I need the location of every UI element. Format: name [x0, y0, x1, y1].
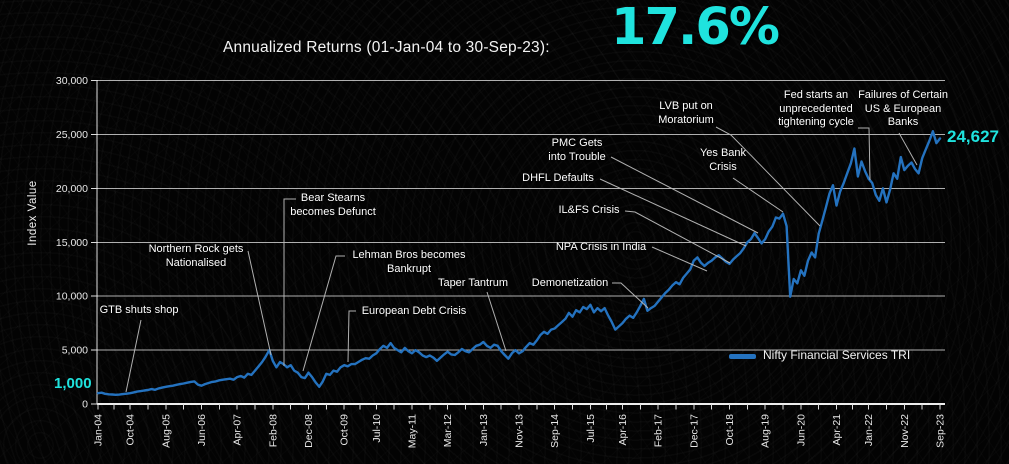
y-tick-label: 20,000: [56, 183, 88, 195]
annotation-leader-gtb: [125, 319, 142, 393]
annotation-leader-fed-tightening: [858, 127, 871, 181]
annotation-gtb: GTB shuts shop: [99, 304, 179, 316]
annotation-pmc-trouble: PMC Gets into Trouble: [548, 137, 606, 163]
x-tick-label: Feb-17: [653, 414, 665, 447]
annotation-leader-lehman: [302, 255, 345, 372]
annotation-leader-lvb-moratorium: [715, 126, 821, 227]
series-line-nifty-financial-services-tri: [96, 130, 942, 396]
annotation-leader-pmc-trouble: [610, 156, 759, 234]
annotation-leader-euro-debt: [347, 310, 356, 363]
x-tick-label: Mar-12: [442, 414, 454, 447]
annotation-leader-bear-stearns: [283, 198, 296, 366]
legend: Nifty Financial Services TRI: [729, 348, 910, 362]
legend-line-swatch: [729, 353, 756, 359]
annotation-northern-rock: Northern Rock gets Nationalised: [148, 243, 244, 269]
x-tick-label: Feb-08: [267, 414, 279, 447]
x-tick-label: Sep-14: [549, 414, 561, 448]
annotation-bear-stearns: Bear Stearns becomes Defunct: [290, 192, 376, 218]
x-tick-label: Nov-22: [899, 414, 911, 448]
annotation-leader-bank-failures: [898, 132, 918, 166]
annotation-leader-dhfl-defaults: [599, 178, 747, 247]
x-tick-label: Nov-13: [514, 414, 526, 448]
y-tick-label: 15,000: [56, 237, 88, 249]
annotation-fed-tightening: Fed starts an unprecedented tightening c…: [778, 89, 854, 128]
series-start-value: 1,000: [54, 375, 92, 392]
x-tick-label: May-11: [406, 414, 418, 448]
annotation-leader-demonetization: [612, 282, 649, 309]
x-tick-label: Dec-08: [303, 414, 315, 448]
annotation-leader-taper-tantrum: [486, 291, 507, 352]
x-tick-label: Jul-10: [371, 414, 383, 443]
y-tick-label: 25,000: [56, 129, 88, 141]
x-tick-label: Oct-09: [339, 414, 351, 446]
annotation-bank-failures: Failures of Certain US & European Banks: [858, 89, 948, 128]
y-tick-label: 30,000: [56, 75, 88, 87]
legend-label: Nifty Financial Services TRI: [763, 348, 911, 362]
x-tick-label: Jan-13: [478, 414, 490, 446]
annotation-ilfs-crisis: IL&FS Crisis: [558, 204, 620, 216]
x-tick-label: Jul-15: [585, 414, 597, 443]
annotation-leader-yes-bank: [732, 177, 784, 213]
chart-title: Annualized Returns (01-Jan-04 to 30-Sep-…: [223, 39, 550, 56]
annotation-npa-crisis: NPA Crisis in India: [555, 241, 647, 253]
y-tick-label: 0: [82, 399, 88, 411]
x-tick-label: Aug-05: [160, 414, 172, 448]
x-tick-label: Dec-17: [688, 414, 700, 448]
series-end-value: 24,627: [947, 127, 999, 146]
annotation-lvb-moratorium: LVB put on Moratorium: [658, 100, 714, 126]
y-tick-label: 5,000: [62, 345, 88, 357]
annotation-yes-bank: Yes Bank Crisis: [699, 147, 747, 173]
x-tick-label: Apr-21: [831, 414, 843, 446]
x-tick-label: Jun-06: [196, 414, 208, 446]
annotation-leader-ilfs-crisis: [624, 210, 731, 264]
x-tick-label: Jan-22: [863, 414, 875, 446]
x-tick-label: Jan-04: [93, 414, 105, 446]
annotation-taper-tantrum: Taper Tantrum: [437, 277, 509, 289]
x-tick-label: Jun-20: [795, 414, 807, 446]
annotation-leader-northern-rock: [247, 250, 272, 356]
x-tick-label: Aug-19: [760, 414, 772, 448]
annotation-dhfl-defaults: DHFL Defaults: [522, 172, 594, 184]
x-tick-label: Oct-18: [724, 414, 736, 446]
x-tick-label: Oct-04: [125, 414, 137, 446]
annotation-demonetization: Demonetization: [531, 277, 609, 289]
y-axis-title: Index Value: [27, 180, 39, 246]
annotation-lehman: Lehman Bros becomes Bankrupt: [352, 249, 466, 275]
x-tick-label: Apr-07: [232, 414, 244, 446]
y-tick-label: 10,000: [56, 291, 88, 303]
x-tick-label: Apr-16: [617, 414, 629, 446]
annotation-euro-debt: European Debt Crisis: [361, 305, 467, 317]
annotation-leader-npa-crisis: [651, 246, 708, 272]
annualized-returns-value: 17.6%: [611, 0, 780, 57]
x-tick-label: Sep-23: [935, 414, 947, 448]
